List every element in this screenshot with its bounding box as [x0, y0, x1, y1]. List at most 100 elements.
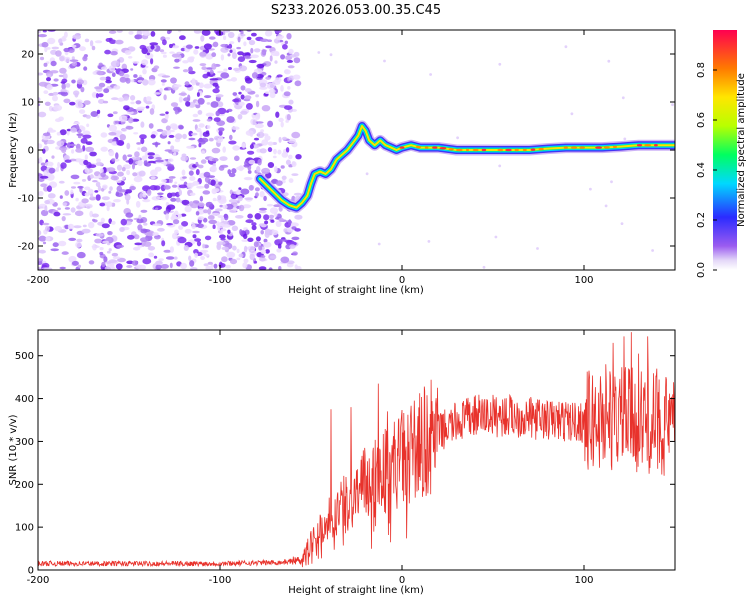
noise-blob	[168, 134, 175, 138]
noise-blob	[329, 53, 333, 57]
noise-blob	[181, 199, 190, 206]
noise-blob	[99, 202, 106, 207]
noise-blob	[203, 43, 212, 50]
noise-blob	[237, 51, 244, 56]
noise-blob	[91, 245, 100, 249]
noise-blob	[137, 147, 141, 151]
signal-peak	[595, 146, 602, 149]
noise-blob	[285, 147, 290, 153]
noise-blob	[182, 133, 187, 140]
noise-blob	[64, 207, 70, 210]
spec-ytick-label: 0	[28, 146, 34, 157]
noise-blob	[140, 121, 145, 128]
noise-blob	[172, 45, 180, 49]
noise-blob	[254, 123, 264, 129]
noise-blob	[107, 113, 114, 118]
noise-blob	[69, 101, 76, 106]
noise-blob	[116, 185, 123, 192]
noise-blob	[106, 167, 116, 172]
snr-panel: -200 -100 0 100 0 100 200 300 400 500 Height of s…	[8, 329, 676, 596]
noise-blob	[91, 91, 98, 98]
noise-blob	[89, 174, 94, 179]
noise-blob	[147, 79, 156, 86]
noise-blob	[124, 193, 131, 201]
noise-blob	[134, 242, 143, 246]
noise-blob	[44, 101, 51, 107]
noise-blob	[212, 224, 216, 229]
noise-blob	[42, 222, 50, 226]
noise-blob	[206, 118, 212, 122]
noise-blob	[282, 136, 287, 141]
noise-blob	[187, 94, 191, 102]
noise-blob	[115, 39, 124, 45]
noise-blob	[229, 189, 233, 195]
noise-blob	[266, 82, 275, 89]
noise-blob	[63, 98, 71, 104]
noise-blob	[284, 40, 288, 45]
noise-blob	[294, 80, 302, 87]
colorbar-tick-label: 0.8	[696, 62, 707, 78]
noise-blob	[213, 188, 220, 193]
noise-blob	[38, 235, 47, 242]
noise-blob	[274, 60, 278, 64]
noise-blob	[142, 79, 149, 86]
signal-peak	[522, 148, 527, 152]
noise-blob	[143, 241, 152, 247]
noise-blob	[115, 192, 124, 198]
noise-blob	[106, 250, 111, 254]
noise-blob	[290, 222, 299, 227]
noise-blob	[44, 200, 51, 205]
noise-blob	[46, 77, 51, 82]
snr-series-line	[38, 332, 675, 568]
noise-blob	[130, 68, 134, 71]
noise-blob	[217, 215, 224, 219]
noise-blob	[71, 260, 79, 266]
noise-blob	[77, 135, 82, 139]
noise-blob	[259, 257, 266, 262]
noise-blob	[126, 265, 133, 268]
noise-blob	[201, 66, 207, 70]
noise-blob	[153, 65, 160, 70]
noise-blob	[169, 43, 173, 49]
noise-blob	[266, 203, 274, 207]
noise-blob	[257, 131, 265, 138]
noise-blob	[191, 223, 196, 229]
noise-blob	[165, 37, 171, 40]
noise-blob	[94, 238, 102, 244]
signal-peak	[603, 146, 610, 149]
noise-blob	[317, 51, 321, 54]
noise-blob	[38, 229, 42, 237]
noise-blob	[106, 242, 111, 246]
noise-blob	[165, 164, 174, 167]
noise-blob	[71, 186, 76, 189]
noise-blob	[110, 60, 120, 68]
noise-blob	[52, 242, 59, 248]
noise-blob	[133, 176, 143, 183]
noise-blob	[288, 219, 292, 226]
noise-blob	[198, 143, 202, 148]
noise-blob	[113, 199, 121, 203]
noise-blob	[226, 116, 235, 123]
noise-blob	[167, 158, 174, 162]
noise-blob	[185, 101, 191, 107]
noise-blob	[178, 30, 182, 33]
noise-blob	[123, 74, 130, 78]
snr-axes: -200 -100 0 100 0 100 200 300 400 500	[15, 330, 675, 586]
noise-blob	[40, 162, 46, 166]
noise-blob	[155, 159, 164, 163]
snr-xtick-label: 0	[399, 575, 405, 586]
noise-blob	[267, 120, 274, 128]
noise-blob	[248, 184, 254, 191]
noise-blob	[150, 169, 158, 177]
noise-blob	[137, 79, 143, 83]
noise-blob	[61, 83, 66, 90]
snr-ytick-label: 300	[15, 437, 34, 448]
signal-peak	[612, 145, 618, 149]
noise-blob	[136, 142, 142, 145]
noise-blob	[142, 258, 152, 265]
noise-blob	[198, 164, 204, 169]
noise-blob	[200, 35, 205, 42]
noise-blob	[277, 243, 282, 249]
noise-blob	[150, 44, 155, 50]
noise-blob	[228, 67, 232, 70]
